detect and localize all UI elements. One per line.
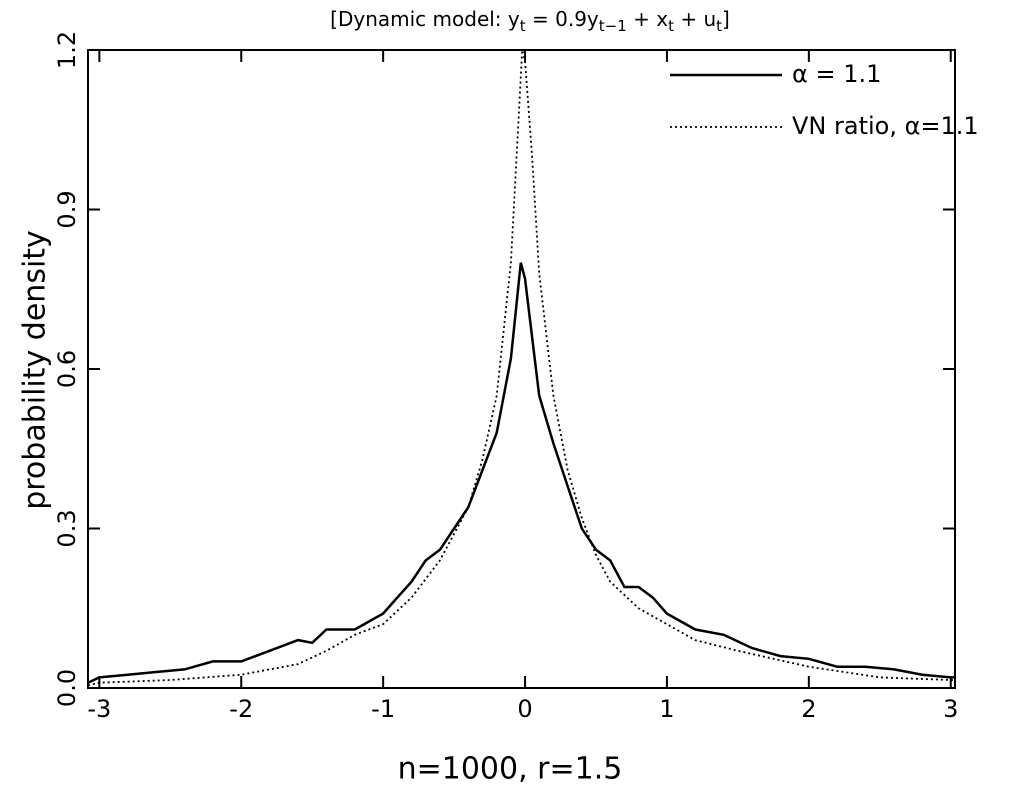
y-tick-label: 0.3 (53, 509, 81, 547)
y-tick-label: 1.2 (53, 31, 81, 69)
title-subscript: t (520, 17, 526, 35)
plot-frame (87, 49, 956, 689)
title-text: [Dynamic model: y (330, 7, 520, 31)
y-tick-label: 0.6 (53, 350, 81, 388)
title-subscript: t (716, 17, 722, 35)
x-tick-label: 2 (801, 695, 816, 723)
y-tick-label: 0.0 (53, 669, 81, 707)
x-tick-label: -1 (371, 695, 395, 723)
x-tick-label: -3 (87, 695, 111, 723)
title-text: ] (722, 7, 730, 31)
y-axis-label: probability density (18, 230, 53, 510)
y-tick-label: 0.9 (53, 190, 81, 228)
x-tick-label: 3 (943, 695, 958, 723)
title-text: = 0.9y (526, 7, 599, 31)
x-axis-label: n=1000, r=1.5 (398, 752, 623, 787)
title-subscript: t−1 (599, 17, 627, 35)
x-tick-label: -2 (229, 695, 253, 723)
chart-title: [Dynamic model: yt = 0.9yt−1 + xt + ut] (330, 7, 730, 35)
legend-label: VN ratio, α=1.1 (792, 112, 979, 140)
x-tick-label: 1 (659, 695, 674, 723)
title-text: + x (627, 7, 668, 31)
title-subscript: t (668, 17, 674, 35)
series-line (87, 262, 955, 684)
title-text: + u (674, 7, 716, 31)
legend-label: α = 1.1 (792, 60, 881, 88)
series-line (87, 49, 955, 687)
x-tick-label: 0 (517, 695, 532, 723)
